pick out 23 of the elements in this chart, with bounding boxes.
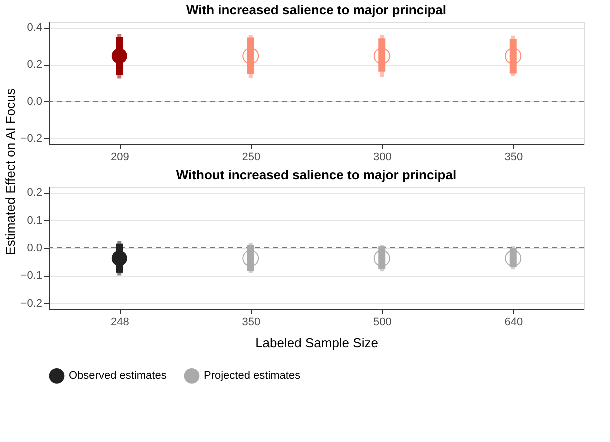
y-tick-label: −0.2 [20,298,42,310]
y-tick-label: −0.2 [20,132,42,145]
y-tick-label: 0.0 [27,242,42,254]
x-tick-label: 209 [110,152,130,164]
chart-title: Without increased salience to major principal [176,168,457,183]
y-axis-title: Estimated Effect on AI Focus [3,88,18,256]
x-tick-label: 640 [504,316,524,328]
x-tick-label: 300 [373,152,392,164]
x-axis-title: Labeled Sample Size [256,336,378,350]
x-tick-label: 350 [242,316,261,328]
y-tick-label: 0.2 [27,187,42,200]
x-tick-label: 500 [373,316,392,328]
y-tick-label: 0.1 [27,214,42,227]
y-tick-label: 0.0 [27,96,42,108]
legend-label: Observed estimates [69,370,168,382]
chart-title: With increased salience to major principal [186,2,446,18]
y-tick-label: 0.2 [27,59,42,72]
x-tick-label: 248 [110,316,130,328]
y-tick-label: −0.1 [20,270,42,282]
x-tick-label: 350 [504,152,524,164]
x-tick-label: 250 [242,152,261,164]
legend-label: Projected estimates [204,370,302,382]
y-tick-label: 0.4 [27,22,42,34]
